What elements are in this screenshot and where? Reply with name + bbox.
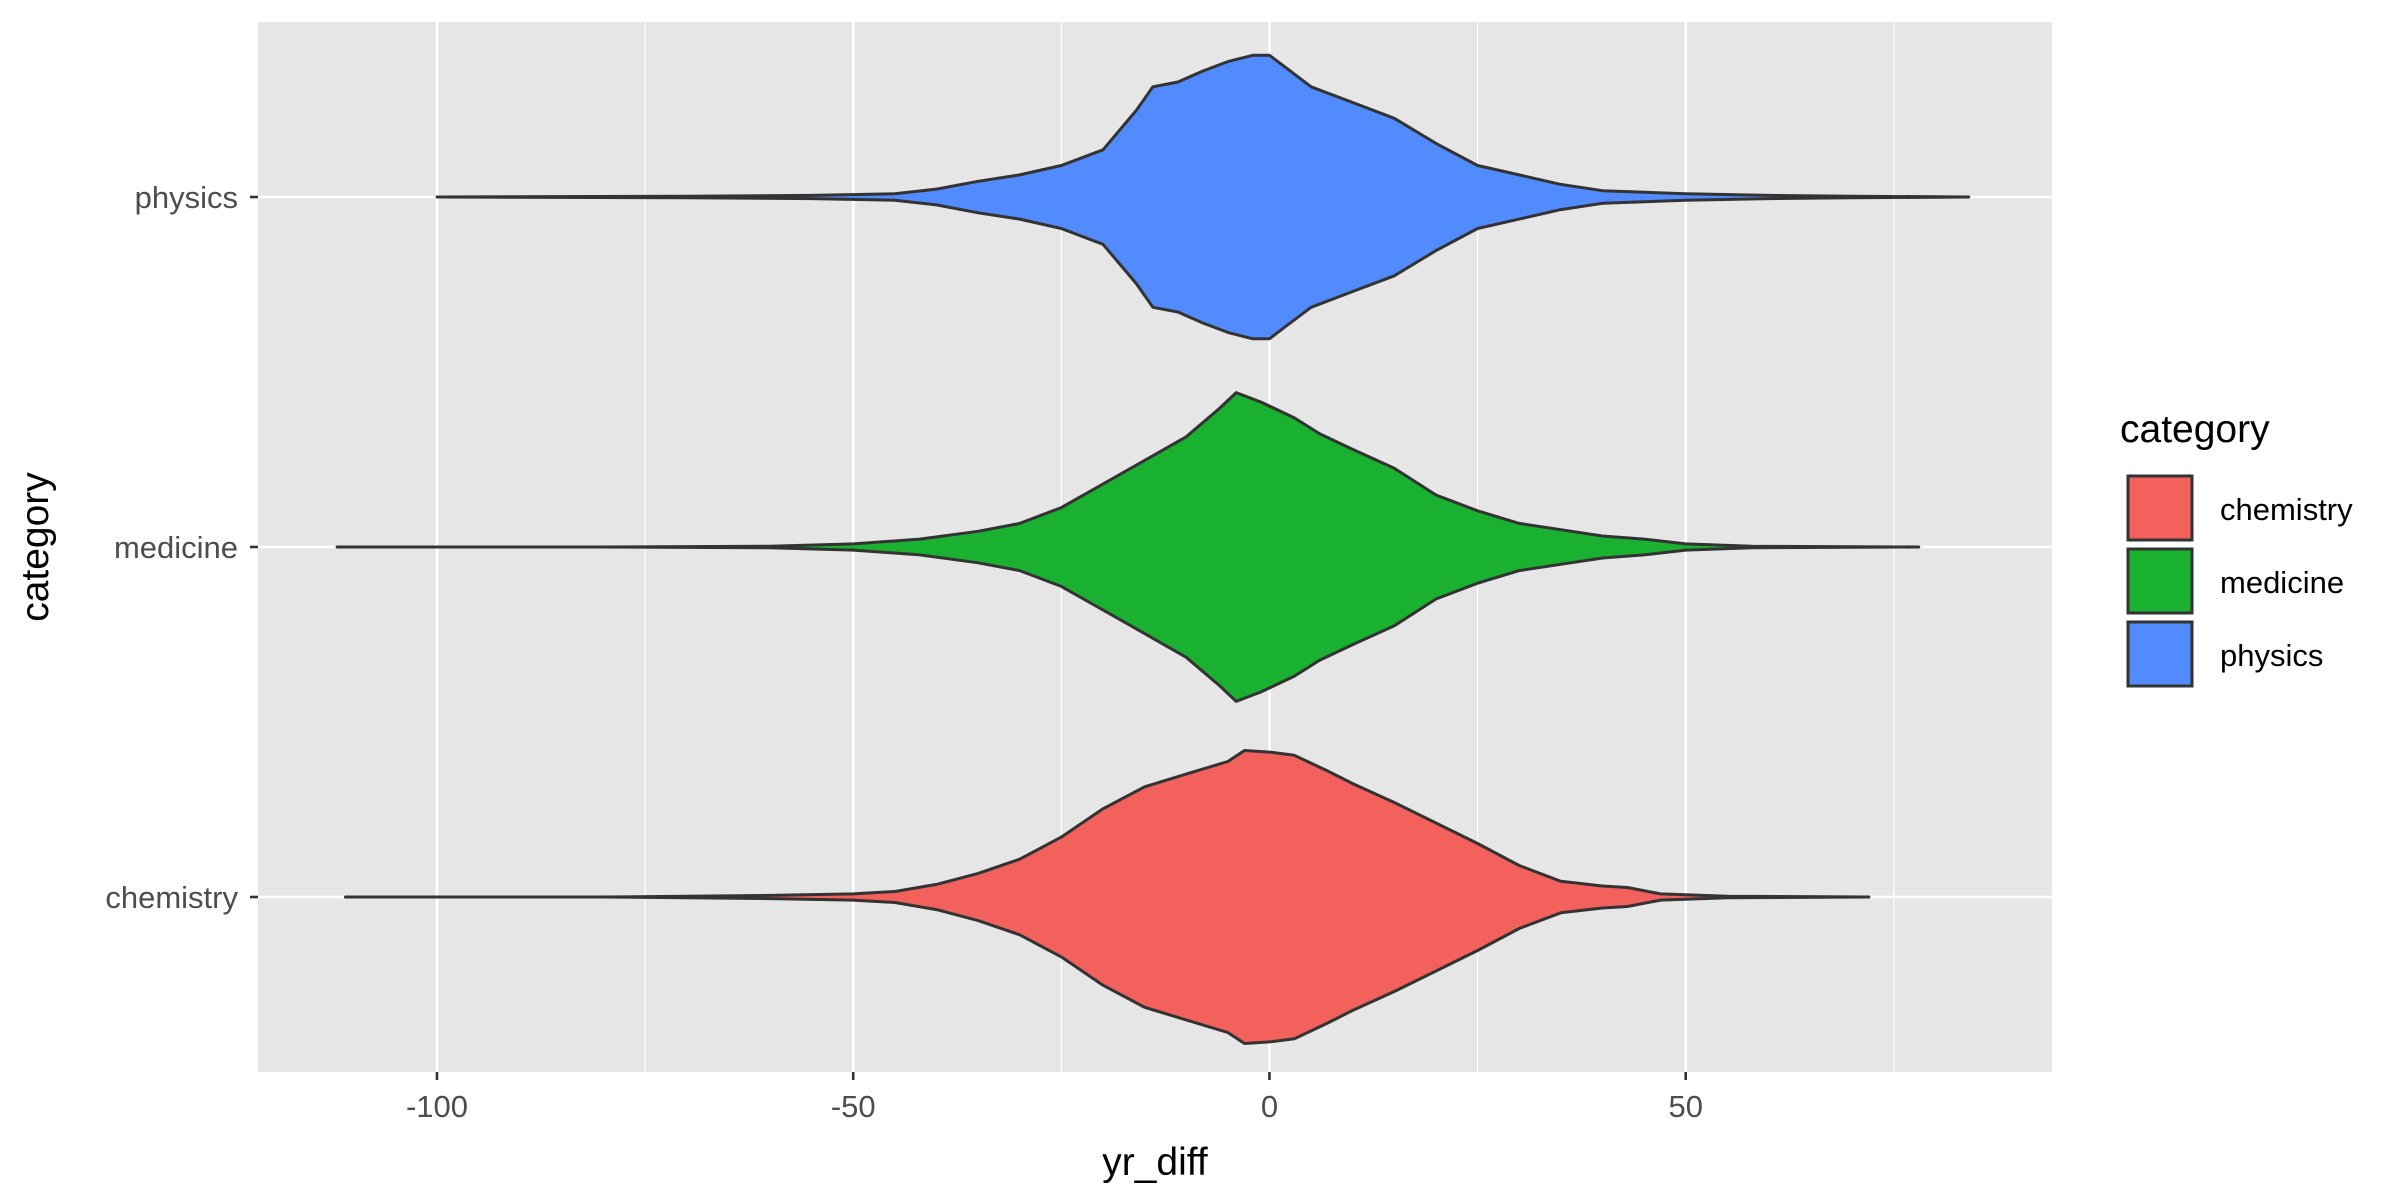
x-tick-label: -50 [831, 1089, 876, 1124]
violin-medicine [335, 391, 1921, 703]
legend-label: chemistry [2220, 492, 2353, 527]
legend-swatch-chemistry [2126, 474, 2194, 542]
legend-title: category [2120, 408, 2270, 451]
y-tick-label: medicine [114, 530, 238, 565]
legend-swatch-medicine [2126, 547, 2194, 615]
x-axis: -100 -50 0 50 [406, 1072, 1703, 1124]
legend-label: medicine [2220, 565, 2344, 600]
legend-label: physics [2220, 638, 2323, 673]
legend-swatch-physics [2126, 620, 2194, 688]
x-tick-label: 0 [1261, 1089, 1278, 1124]
x-tick-label: 50 [1668, 1089, 1702, 1124]
y-tick-label: chemistry [105, 880, 238, 915]
y-axis: chemistry medicine physics [105, 180, 258, 915]
legend: category chemistry medicine physics [2120, 408, 2353, 688]
violin-chemistry [343, 749, 1871, 1045]
x-axis-title: yr_diff [1102, 1141, 1208, 1184]
y-tick-label: physics [135, 180, 238, 215]
violins [335, 53, 1971, 1045]
violin-physics [435, 53, 1971, 341]
y-axis-title: category [14, 472, 57, 622]
x-tick-label: -100 [406, 1089, 468, 1124]
